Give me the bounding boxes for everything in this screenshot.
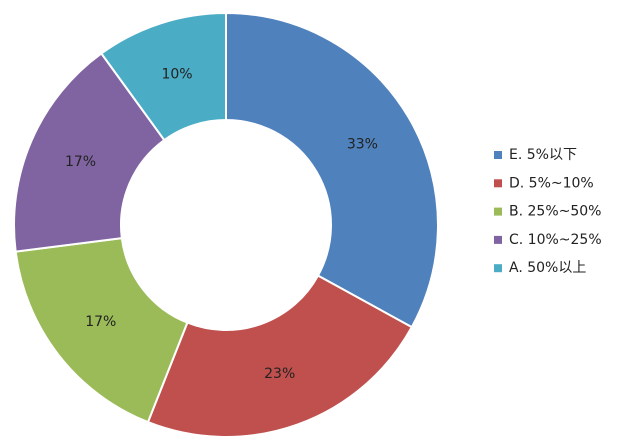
legend-marker xyxy=(494,207,502,216)
donut-slice xyxy=(14,237,189,424)
legend-marker xyxy=(494,264,502,273)
data-label: 23% xyxy=(264,366,295,382)
donut-slice xyxy=(225,11,439,329)
legend-label: B. 25%~50% xyxy=(509,204,601,220)
data-label: 33% xyxy=(347,136,378,152)
donut-slice xyxy=(99,11,227,142)
data-label: 10% xyxy=(161,66,192,82)
legend-label: C. 10%~25% xyxy=(509,232,602,248)
legend-label: D. 5%~10% xyxy=(509,175,594,191)
legend-marker xyxy=(494,151,502,159)
donut-slice xyxy=(13,52,166,253)
data-label: 17% xyxy=(65,154,96,170)
data-label: 17% xyxy=(85,314,116,330)
donut-slice xyxy=(146,274,414,438)
legend-label: A. 50%以上 xyxy=(509,260,586,276)
legend-marker xyxy=(494,179,502,188)
legend-marker xyxy=(494,235,502,244)
legend-label: E. 5%以下 xyxy=(509,147,577,163)
